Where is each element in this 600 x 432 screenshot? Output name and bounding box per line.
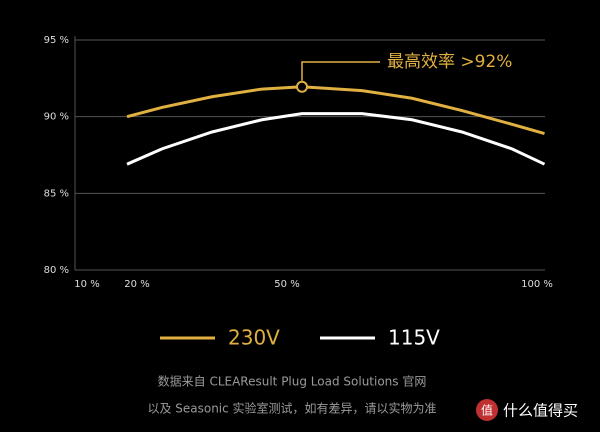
x-tick-label: 100 % (521, 279, 553, 290)
y-tick-label: 85 % (44, 188, 69, 199)
series-line (126, 85, 545, 135)
x-tick-label: 20 % (124, 279, 149, 290)
y-tick-label: 90 % (44, 112, 69, 123)
annotation-leader (301, 61, 380, 81)
logo-icon (476, 399, 498, 421)
y-tick-label: 80 % (44, 265, 69, 276)
footer-line: 数据来自 CLEAResult Plug Load Solutions 官网 (158, 374, 427, 389)
series-line (126, 112, 546, 166)
logo-icon-mark: 值 (481, 403, 493, 418)
annotation: 最高效率 >92% (387, 52, 512, 72)
logo-text: 什么值得买 (503, 402, 578, 420)
x-tick-label: 10 % (74, 279, 99, 290)
y-tick-label: 95 % (44, 35, 69, 46)
legend-label: 230V (228, 326, 280, 350)
x-tick-label: 50 % (274, 279, 299, 290)
footer-line: 以及 Seasonic 实验室测试，如有差异，请以实物为准 (147, 401, 436, 416)
legend-label: 115V (388, 326, 440, 350)
peak-marker (296, 80, 308, 93)
